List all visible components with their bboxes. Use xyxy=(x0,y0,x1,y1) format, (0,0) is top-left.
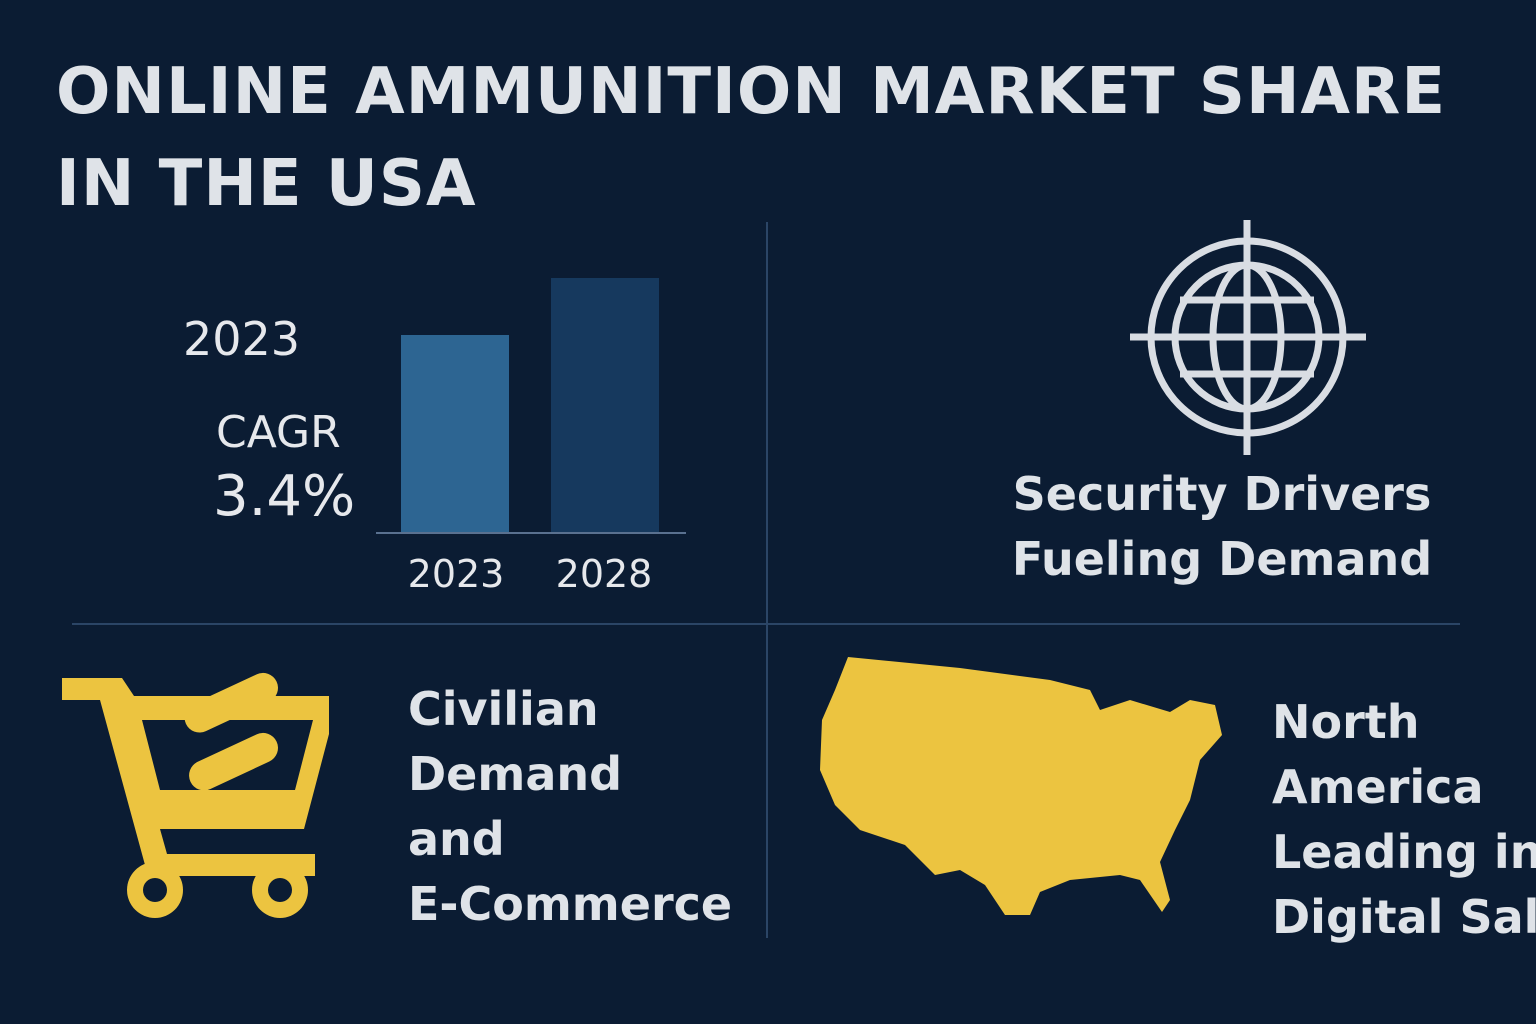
panel-text: America xyxy=(1272,760,1484,814)
panel-text: Digital Sales xyxy=(1272,890,1536,944)
bar-label: 2028 xyxy=(556,552,653,596)
year-label: 2023 xyxy=(183,312,300,366)
title-line: IN THE USA xyxy=(56,147,476,221)
panel-text: North xyxy=(1272,695,1420,749)
cagr-value: 3.4% xyxy=(213,464,355,529)
usa-map xyxy=(820,657,1222,915)
bar xyxy=(551,278,659,533)
panel-text: Security Drivers xyxy=(1013,467,1432,521)
panel-text: Leading in xyxy=(1272,825,1536,879)
title-line: ONLINE AMMUNITION MARKET SHARE xyxy=(56,55,1446,129)
wheel-hub xyxy=(143,878,167,902)
cagr-label: CAGR xyxy=(216,407,341,458)
panel-text: Fueling Demand xyxy=(1012,532,1432,586)
bar-label: 2023 xyxy=(408,552,505,596)
globe-target-icon xyxy=(1130,220,1366,455)
panel-text: E-Commerce xyxy=(408,877,732,931)
panel-text: and xyxy=(408,812,505,866)
panel-text: Demand xyxy=(408,747,622,801)
bar xyxy=(401,335,509,533)
wheel-hub xyxy=(268,878,292,902)
panel-text: Civilian xyxy=(408,682,599,736)
